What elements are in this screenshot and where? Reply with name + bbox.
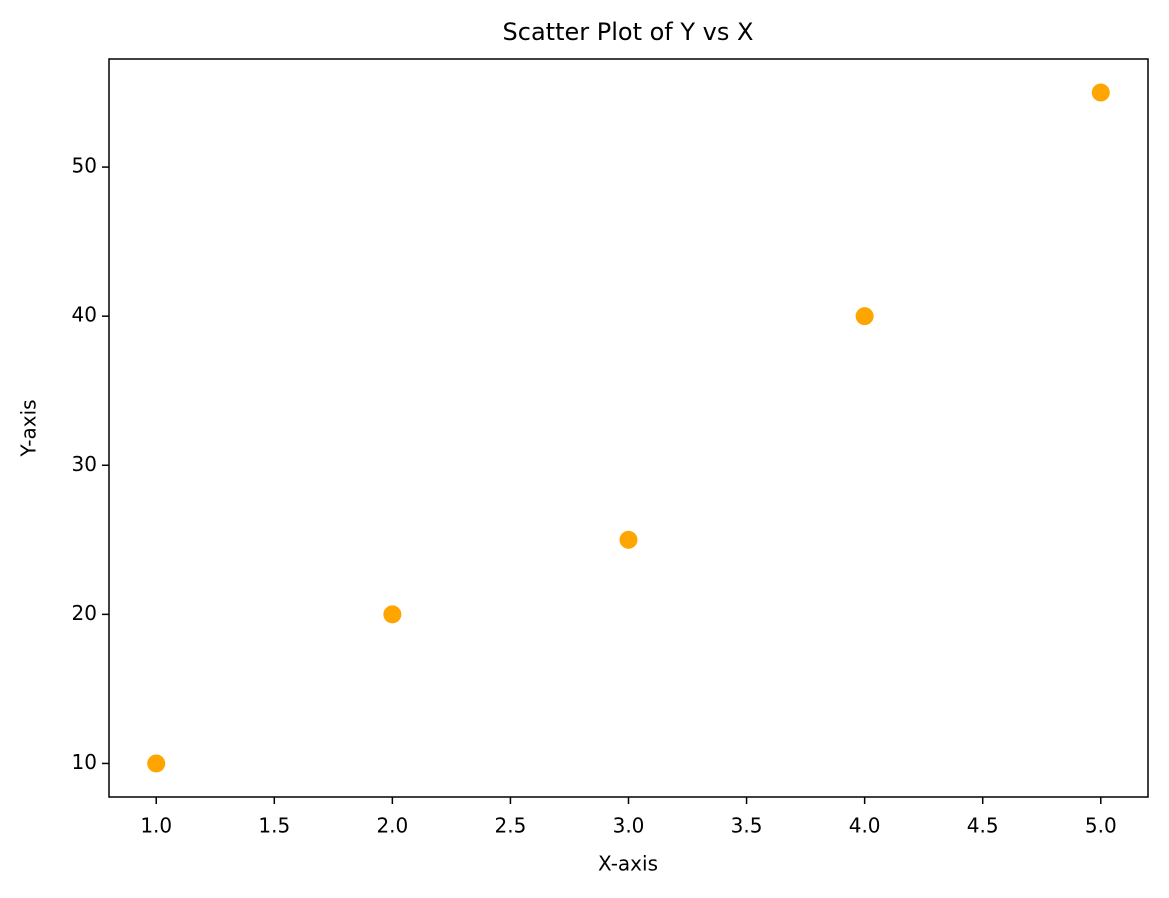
x-tick-label: 3.0 [613, 814, 645, 838]
y-axis-label: Y-axis [17, 399, 41, 457]
x-tick-label: 5.0 [1085, 814, 1117, 838]
y-tick-label: 30 [72, 452, 97, 476]
chart-title: Scatter Plot of Y vs X [503, 18, 754, 46]
x-tick-label: 4.0 [849, 814, 881, 838]
point [855, 307, 874, 326]
y-tick-label: 20 [72, 601, 97, 625]
x-tick-label: 3.5 [731, 814, 763, 838]
plot-frame [108, 58, 1149, 798]
x-tick-label: 2.0 [376, 814, 408, 838]
x-tick-label: 2.5 [495, 814, 527, 838]
point [147, 754, 166, 773]
x-tick-label: 1.0 [140, 814, 172, 838]
y-tick-label: 10 [72, 750, 97, 774]
point [1091, 83, 1110, 102]
point [619, 530, 638, 549]
y-tick-label: 40 [72, 303, 97, 327]
x-axis-label: X-axis [598, 852, 658, 876]
y-tick-label: 50 [72, 154, 97, 178]
x-tick-label: 4.5 [967, 814, 999, 838]
x-tick-label: 1.5 [258, 814, 290, 838]
point [383, 605, 402, 624]
